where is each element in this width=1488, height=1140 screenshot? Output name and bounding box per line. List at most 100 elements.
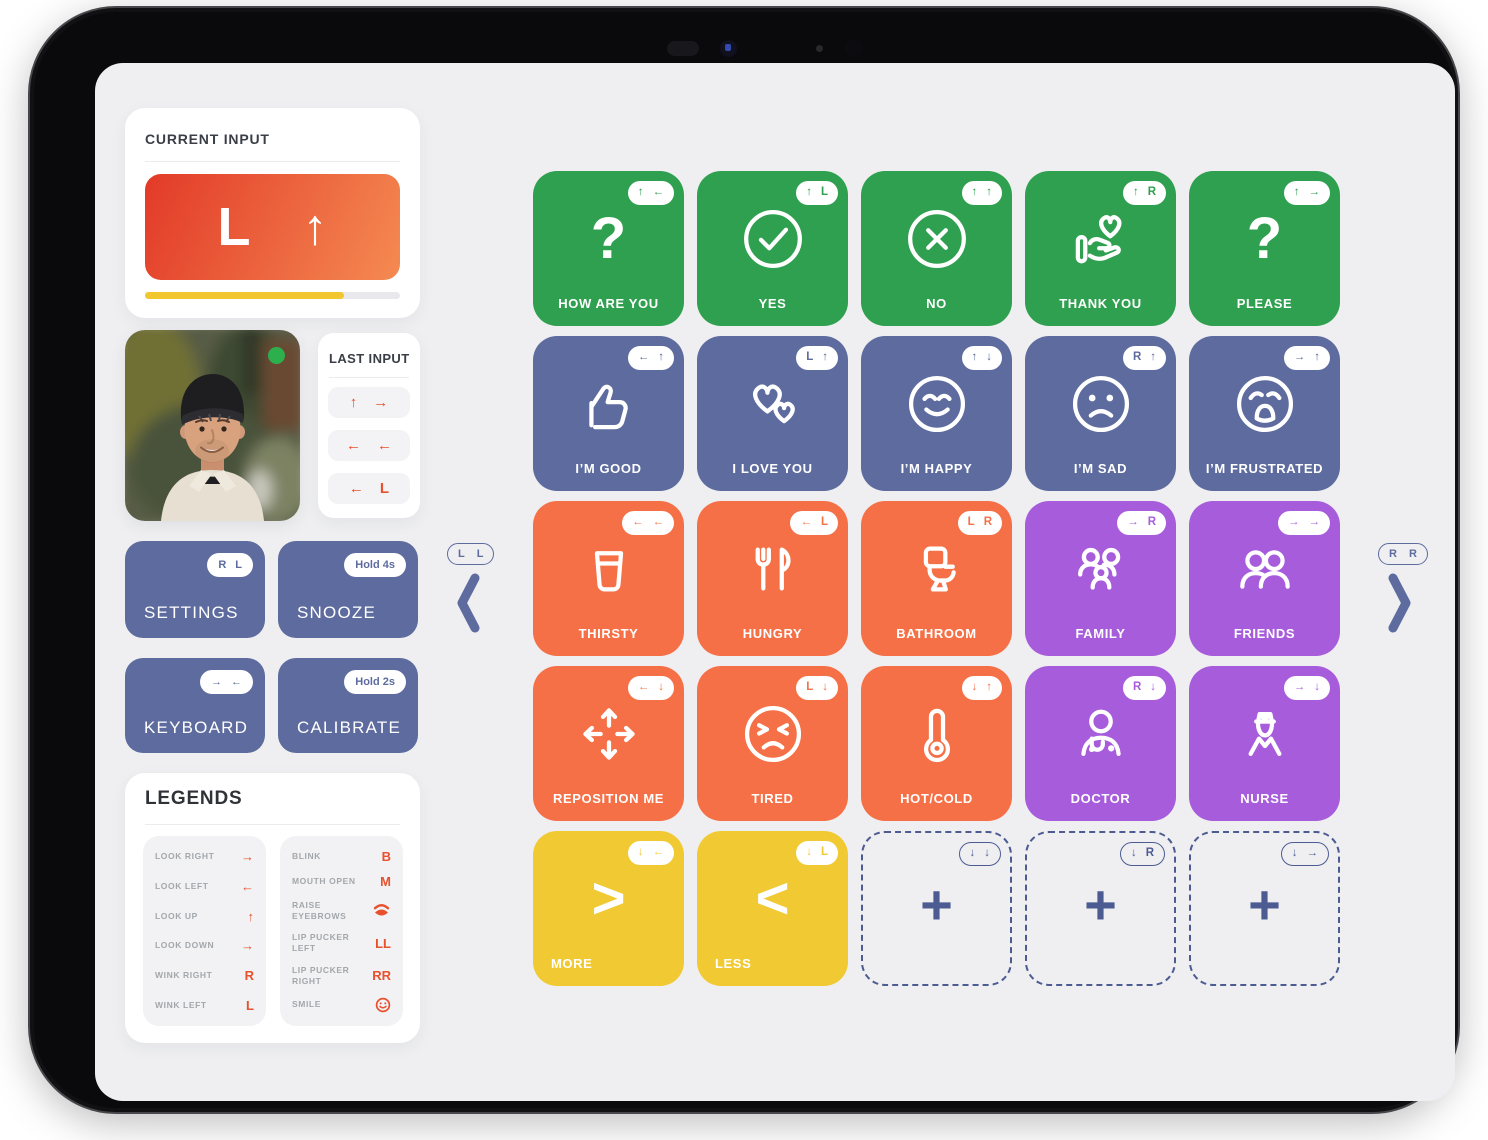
tile-thirsty[interactable]: ← ← THIRSTY [533,501,684,656]
tile-please[interactable]: ↑ → ? PLEASE [1189,171,1340,326]
check-circle-icon [734,200,812,278]
tired-face-icon [734,695,812,773]
settings-label: SETTINGS [144,603,239,622]
legend-row: WINK LEFT L [155,997,254,1013]
legend-column-gaze: LOOK RIGHT → LOOK LEFT ← LOOK UP ↑ LOOK … [143,836,266,1026]
tile-thank-you[interactable]: ↑ R THANK YOU [1025,171,1176,326]
tile-gesture-badge: ↓ → [1280,842,1329,866]
last-input-entry: ← ← [328,430,410,461]
snooze-label: SNOOZE [297,603,376,622]
calibrate-hold-badge: Hold 2s [344,670,406,694]
front-camera-icon [720,40,737,57]
question-icon: ? [1246,206,1283,272]
legends-panel: LEGENDS LOOK RIGHT → LOOK LEFT ← LOOK UP… [125,773,420,1043]
chevron-left-icon [457,573,480,633]
less-icon: < [755,866,790,932]
thumbs-up-icon [570,365,648,443]
legend-row: MOUTH OPEN M [292,874,391,890]
tile-no[interactable]: ↑ ↑ NO [861,171,1012,326]
tile-i-m-frustrated[interactable]: → ↑ I’M FRUSTRATED [1189,336,1340,491]
nurse-icon [1226,695,1304,773]
tile-gesture-badge: ← ← [622,511,674,535]
app-screen: CURRENT INPUT L ↑ [95,63,1455,1101]
keyboard-button[interactable]: → ← KEYBOARD [125,658,265,753]
bezel-sensor-pill [667,41,699,56]
tile-gesture-badge: → R [1117,511,1166,535]
input-progress-track [145,292,400,299]
current-input-panel: CURRENT INPUT L ↑ [125,108,420,318]
tile-gesture-badge: → ↑ [1283,346,1330,370]
tile-gesture-badge: ↑ R [1122,181,1166,205]
tile-gesture-badge: L R [957,511,1002,535]
tile-tired[interactable]: L ↓ TIRED [697,666,848,821]
tile-gesture-badge: ↓ ↓ [958,842,1001,866]
calibrate-button[interactable]: Hold 2s CALIBRATE [278,658,418,753]
move-arrows-icon [570,695,648,773]
tile-add-slot[interactable]: ↓ ↓ + [861,831,1012,986]
calibrate-label: CALIBRATE [297,718,402,737]
doctor-icon [1062,695,1140,773]
tile-gesture-badge: ↑ ↓ [961,346,1002,370]
hand-heart-icon [1062,200,1140,278]
family-icon [1062,530,1140,608]
tile-i-m-sad[interactable]: R ↑ I’M SAD [1025,336,1176,491]
tile-gesture-badge: L ↑ [796,346,838,370]
tile-gesture-badge: ↓ ← [627,841,674,865]
divider [145,824,400,825]
tile-family[interactable]: → R FAMILY [1025,501,1176,656]
tile-add-slot[interactable]: ↓ → + [1189,831,1340,986]
bezel-sensor-circle [845,39,863,57]
current-input-key-letter: L [217,197,251,257]
page-left-gesture-badge: L L [447,543,495,565]
more-icon: > [591,866,626,932]
settings-button[interactable]: R L SETTINGS [125,541,265,638]
page-right-button[interactable] [1387,571,1413,635]
tile-bathroom[interactable]: L R BATHROOM [861,501,1012,656]
tile-how-are-you[interactable]: ↑ ← ? HOW ARE YOU [533,171,684,326]
input-progress-fill [145,292,344,299]
question-icon: ? [590,206,627,272]
last-input-title: LAST INPUT [329,351,410,366]
tile-less[interactable]: ↓ L < LESS [697,831,848,986]
tile-i-m-happy[interactable]: ↑ ↓ I’M HAPPY [861,336,1012,491]
bezel-sensor-dot [816,45,823,52]
tile-yes[interactable]: ↑ L YES [697,171,848,326]
current-input-display: L ↑ [145,174,400,280]
tile-hungry[interactable]: ← L HUNGRY [697,501,848,656]
legend-row: RAISE EYEBROWS [292,900,391,922]
tile-add-slot[interactable]: ↓ R + [1025,831,1176,986]
plus-icon: + [1084,873,1117,937]
legend-row: LOOK UP ↑ [155,908,254,924]
tile-gesture-badge: ↑ ↑ [961,181,1002,205]
tile-i-love-you[interactable]: L ↑ I LOVE YOU [697,336,848,491]
tile-hot-cold[interactable]: ↓ ↑ HOT/COLD [861,666,1012,821]
last-input-panel: LAST INPUT ↑ → ← ← ← L [318,333,420,518]
tile-gesture-badge: ↑ ← [627,181,674,205]
tile-gesture-badge: ↓ ↑ [961,676,1002,700]
plus-icon: + [1248,873,1281,937]
tile-gesture-badge: R ↑ [1122,346,1166,370]
tile-gesture-badge: ← ↑ [627,346,674,370]
toilet-icon [898,530,976,608]
smile-icon [375,997,391,1013]
tile-more[interactable]: ↓ ← > MORE [533,831,684,986]
snooze-button[interactable]: Hold 4s SNOOZE [278,541,418,638]
tile-i-m-good[interactable]: ← ↑ I’M GOOD [533,336,684,491]
page-left-button[interactable] [455,571,481,635]
snooze-hold-badge: Hold 4s [344,553,406,577]
plus-icon: + [920,873,953,937]
friends-icon [1226,530,1304,608]
tile-gesture-badge: → ↓ [1283,676,1330,700]
divider [329,377,409,378]
glass-icon [570,530,648,608]
tile-reposition-me[interactable]: ← ↓ REPOSITION ME [533,666,684,821]
eye-icon [372,903,391,918]
chevron-right-icon [1388,573,1411,633]
tile-doctor[interactable]: R ↓ DOCTOR [1025,666,1176,821]
happy-face-icon [898,365,976,443]
tile-friends[interactable]: → → FRIENDS [1189,501,1340,656]
x-circle-icon [898,200,976,278]
tile-gesture-badge: ↓ R [1119,842,1165,866]
tile-nurse[interactable]: → ↓ NURSE [1189,666,1340,821]
